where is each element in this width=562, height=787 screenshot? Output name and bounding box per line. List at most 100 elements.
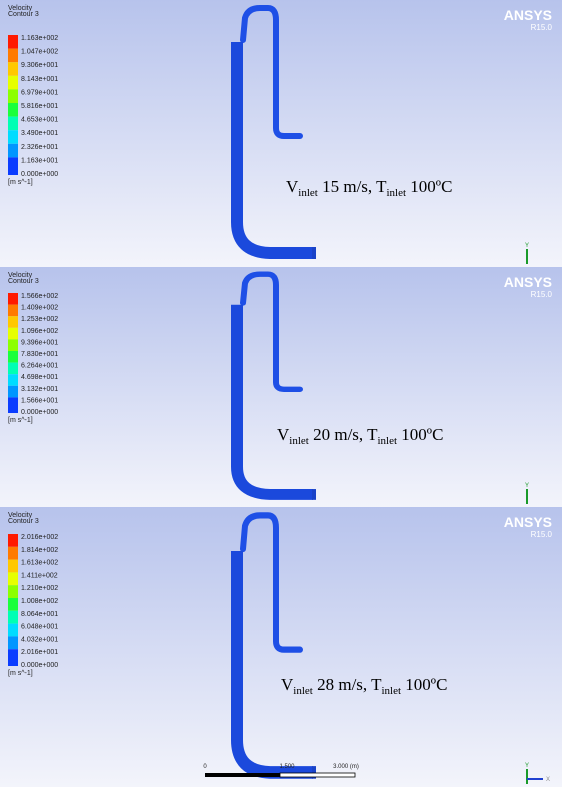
color-band — [8, 547, 18, 560]
legend-label: 1.047e+002 — [21, 49, 58, 56]
legend-label: 1.566e+001 — [21, 397, 58, 404]
color-band — [8, 560, 18, 573]
legend-unit: [m s^-1] — [8, 179, 33, 186]
color-band — [8, 339, 18, 351]
caption-text: 15 m/s, T — [318, 177, 387, 196]
legend-label: 0.000e+000 — [21, 171, 58, 178]
legend-label: 1.613e+002 — [21, 560, 58, 567]
color-band — [8, 144, 18, 158]
color-band — [8, 624, 18, 637]
legend-label: 1.253e+002 — [21, 316, 58, 323]
color-band — [8, 374, 18, 386]
legend-label: 2.016e+001 — [21, 649, 58, 656]
legend-label: 3.132e+001 — [21, 386, 58, 393]
color-band — [8, 363, 18, 375]
legend-label: 6.979e+001 — [21, 89, 58, 96]
version: R15.0 — [531, 290, 553, 299]
caption-subscript: inlet — [381, 685, 401, 697]
legend-label: 0.000e+000 — [21, 662, 58, 669]
color-band — [8, 130, 18, 144]
logo: ANSYS — [504, 274, 552, 290]
color-band — [8, 316, 18, 328]
legend-label: 1.409e+002 — [21, 305, 58, 312]
color-band — [8, 49, 18, 63]
scale-bar — [205, 773, 280, 777]
caption-text: 100ºC — [397, 425, 443, 444]
legend-label: 1.163e+002 — [21, 35, 58, 42]
figure: VelocityContour 31.163e+0021.047e+0029.3… — [0, 0, 562, 787]
triad-label: Y — [525, 763, 529, 769]
logo: ANSYS — [504, 7, 552, 23]
scale-label: 3.000 (m) — [333, 764, 359, 770]
version: R15.0 — [531, 23, 553, 32]
color-band — [8, 649, 18, 666]
scale-label: 1.500 — [279, 764, 295, 770]
legend-label: 5.816e+001 — [21, 103, 58, 110]
caption-text: V — [277, 425, 290, 444]
color-band — [8, 35, 18, 49]
color-band — [8, 89, 18, 103]
legend-label: 9.306e+001 — [21, 62, 58, 69]
legend-label: 1.008e+002 — [21, 598, 58, 605]
color-band — [8, 397, 18, 413]
color-band — [8, 103, 18, 117]
legend-unit: [m s^-1] — [8, 417, 33, 424]
color-band — [8, 328, 18, 340]
color-band — [8, 351, 18, 363]
color-band — [8, 76, 18, 90]
legend-label: 9.396e+001 — [21, 339, 58, 346]
legend-label: 8.143e+001 — [21, 76, 58, 83]
color-band — [8, 305, 18, 317]
color-band — [8, 572, 18, 585]
caption-subscript: inlet — [377, 435, 397, 447]
color-band — [8, 293, 18, 305]
caption-subscript: inlet — [289, 435, 309, 447]
color-band — [8, 611, 18, 624]
caption-text: 100ºC — [401, 675, 447, 694]
legend-subtitle: Contour 3 — [8, 518, 39, 525]
legend-label: 1.096e+002 — [21, 328, 58, 335]
scale-bar — [280, 773, 355, 777]
legend-label: 2.016e+002 — [21, 534, 58, 541]
legend-label: 2.326e+001 — [21, 144, 58, 151]
color-band — [8, 585, 18, 598]
pipe-end — [312, 489, 316, 500]
legend-subtitle: Contour 3 — [8, 278, 39, 285]
legend-label: 3.490e+001 — [21, 130, 58, 137]
caption-subscript: inlet — [386, 187, 406, 199]
legend-label: 0.000e+000 — [21, 409, 58, 416]
caption-text: V — [286, 177, 299, 196]
color-band — [8, 534, 18, 547]
color-band — [8, 62, 18, 76]
color-band — [8, 636, 18, 649]
legend-unit: [m s^-1] — [8, 670, 33, 677]
legend-label: 4.032e+001 — [21, 636, 58, 643]
logo: ANSYS — [504, 514, 552, 530]
triad-label: X — [546, 777, 550, 783]
caption-text: V — [281, 675, 294, 694]
caption-text: 20 m/s, T — [309, 425, 378, 444]
caption-text: 28 m/s, T — [313, 675, 382, 694]
color-band — [8, 386, 18, 398]
triad-label: Y — [525, 483, 529, 489]
legend-label: 1.566e+002 — [21, 293, 58, 300]
caption-text: 100ºC — [406, 177, 452, 196]
color-band — [8, 598, 18, 611]
pipe-end — [312, 247, 316, 259]
legend-label: 4.653e+001 — [21, 117, 58, 124]
legend-subtitle: Contour 3 — [8, 11, 39, 18]
legend-label: 1.163e+001 — [21, 157, 58, 164]
legend-label: 1.814e+002 — [21, 547, 58, 554]
legend-label: 4.698e+001 — [21, 374, 58, 381]
caption-subscript: inlet — [293, 685, 313, 697]
color-band — [8, 157, 18, 175]
legend-label: 7.830e+001 — [21, 351, 58, 358]
legend-label: 8.064e+001 — [21, 611, 58, 618]
triad-label: Y — [525, 243, 529, 249]
legend-label: 6.048e+001 — [21, 624, 58, 631]
caption-subscript: inlet — [298, 187, 318, 199]
legend-label: 6.264e+001 — [21, 363, 58, 370]
